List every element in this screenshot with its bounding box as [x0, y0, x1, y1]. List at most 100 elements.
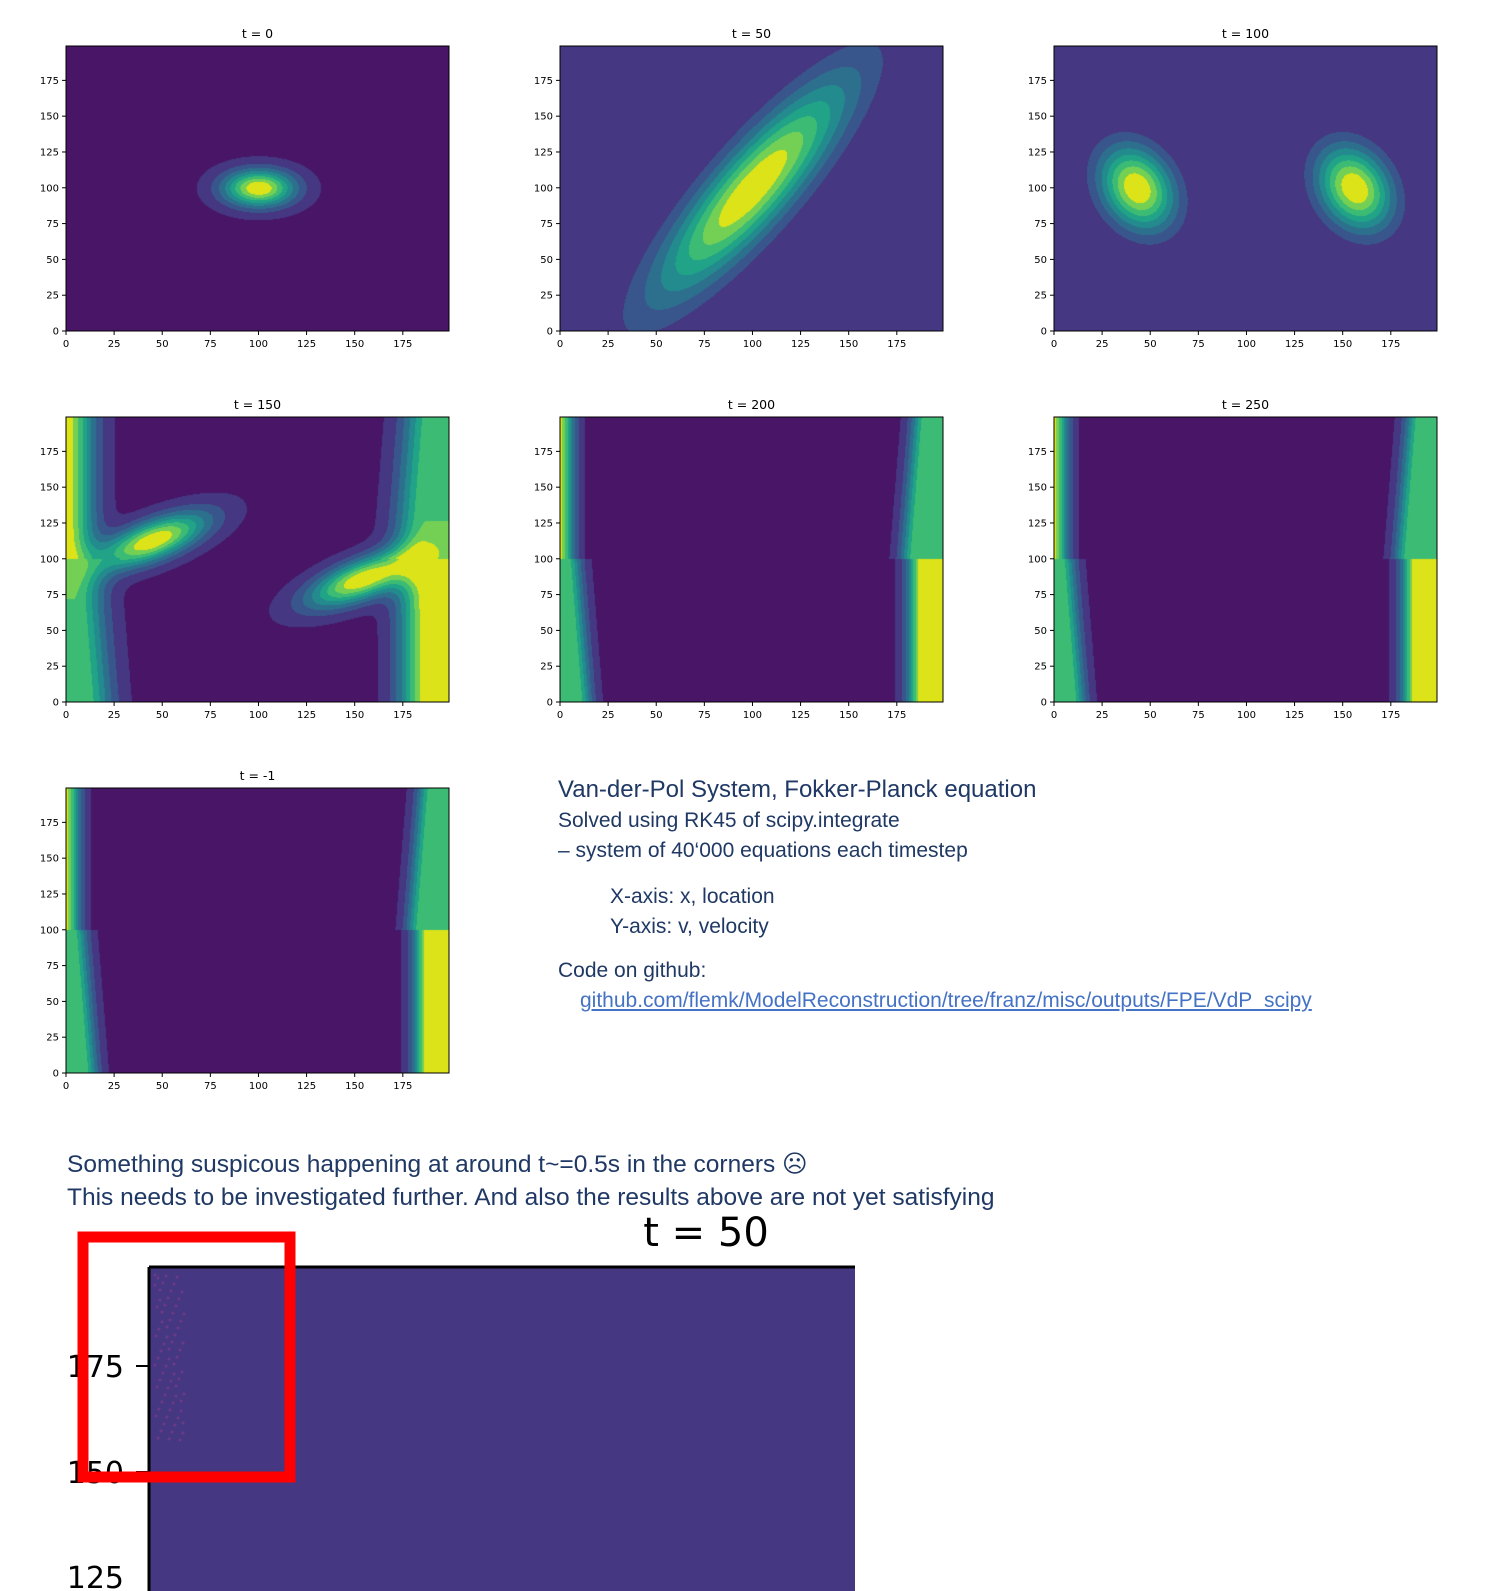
artifact-dot [156, 1436, 160, 1440]
y-tick-label: 0 [53, 327, 59, 338]
artifact-dot [175, 1355, 179, 1359]
artifact-dot [159, 1429, 163, 1433]
plot-title: t = 150 [234, 397, 281, 412]
x-tick-label: 150 [839, 339, 858, 350]
artifact-dot [157, 1327, 161, 1331]
x-tick-label: 175 [887, 710, 906, 721]
plot-title: t = 250 [1222, 397, 1269, 412]
artifact-dot [174, 1384, 178, 1388]
y-tick-label: 75 [540, 219, 553, 230]
heatmap-image [560, 46, 943, 331]
heatmap-image [1054, 46, 1437, 331]
x-tick-label: 75 [698, 339, 711, 350]
y-tick-label: 25 [46, 291, 59, 302]
artifact-dot [160, 1400, 164, 1404]
plot-t50: t = 50 0 25 50 75 100 125 150 175 0 25 50 75 100 125 15… [516, 18, 956, 358]
artifact-dot [165, 1325, 169, 1329]
y-tick-label: 0 [547, 327, 553, 338]
y-tick-label: 25 [1034, 291, 1047, 302]
y-tick-label: 150 [1028, 112, 1047, 123]
y-tick-label: 25 [1034, 662, 1047, 673]
artifact-dot [153, 1363, 157, 1367]
artifact-dot [158, 1298, 162, 1302]
x-tick-label: 100 [249, 339, 268, 350]
artifact-dot [173, 1423, 177, 1427]
artifact-dot [166, 1296, 170, 1300]
y-tick-label: 125 [40, 889, 59, 900]
heatmap-chart-t200: t = 200 0 25 50 75 100 125 150 175 0 25 50 75 100 125 1… [534, 397, 944, 721]
notes-equations-line: – system of 40‘000 equations each timest… [558, 839, 968, 862]
artifact-dot [179, 1409, 183, 1413]
x-tick-label: 50 [1144, 339, 1157, 350]
heatmap-image [1054, 417, 1437, 702]
x-tick-label: 100 [743, 710, 762, 721]
heatmap-chart-t100: t = 100 0 25 50 75 100 125 150 175 0 25 50 75 100 125 1… [1028, 26, 1438, 350]
artifact-dot [157, 1407, 161, 1411]
x-tick-label: 175 [393, 339, 412, 350]
y-tick-label: 25 [540, 291, 553, 302]
y-tick-label: 100 [534, 183, 553, 194]
artifact-dot [169, 1379, 173, 1383]
artifact-dot [162, 1342, 166, 1346]
x-tick-label: 75 [204, 710, 217, 721]
artifact-dot [170, 1340, 174, 1344]
artifact-dot [161, 1281, 165, 1285]
x-tick-label: 25 [1096, 710, 1109, 721]
y-tick-label: 75 [46, 219, 59, 230]
artifact-dot [163, 1303, 167, 1307]
artifact-dot [176, 1326, 180, 1330]
artifact-dot [158, 1288, 162, 1292]
y-tick-label: 175 [534, 76, 553, 87]
artifact-dot [163, 1393, 167, 1397]
artifact-dot [160, 1310, 164, 1314]
x-tick-label: 25 [602, 339, 615, 350]
highlight-box [77, 1231, 296, 1483]
artifact-dot [181, 1421, 185, 1425]
x-tick-label: 100 [249, 1081, 268, 1092]
artifact-dot [171, 1401, 175, 1405]
notes-axes: X-axis: x, location Y-axis: v, velocity [610, 882, 1488, 942]
x-tick-label: 175 [887, 339, 906, 350]
x-tick-label: 175 [1381, 710, 1400, 721]
artifact-dot [171, 1311, 175, 1315]
artifact-dot [181, 1431, 185, 1435]
y-tick-label: 150 [40, 854, 59, 865]
y-tick-label: 150 [40, 112, 59, 123]
artifact-dot [167, 1437, 171, 1441]
x-tick-label: 50 [1144, 710, 1157, 721]
github-link[interactable]: github.com/flemk/ModelReconstruction/tre… [580, 989, 1312, 1012]
y-tick-label: 75 [540, 590, 553, 601]
x-tick-label: 25 [1096, 339, 1109, 350]
y-tick-label: 175 [40, 447, 59, 458]
plot-t250: t = 250 0 25 50 75 100 125 150 175 0 25 50 75 100 125 1… [1010, 389, 1450, 729]
x-tick-label: 100 [743, 339, 762, 350]
y-tick-label: 100 [40, 925, 59, 936]
artifact-dot [168, 1408, 172, 1412]
heatmap-image [66, 417, 449, 702]
x-tick-label: 75 [204, 339, 217, 350]
artifact-dot [172, 1372, 176, 1376]
remarks-line-2: This needs to be investigated further. A… [67, 1184, 995, 1211]
y-tick-label: 150 [40, 483, 59, 494]
x-tick-label: 100 [1237, 339, 1256, 350]
y-tick-label: 25 [540, 662, 553, 673]
artifact-dot [155, 1385, 159, 1389]
heatmap-chart-t-minus1: t = -1 0 25 50 75 100 125 150 175 0 25 50 75 100 125 15… [40, 768, 450, 1092]
artifact-dot [182, 1312, 186, 1316]
y-tick-label: 100 [534, 554, 553, 565]
y-tick-label: 150 [1028, 483, 1047, 494]
artifact-dot [156, 1356, 160, 1360]
plot-title: t = 0 [242, 26, 273, 41]
x-tick-label: 175 [393, 1081, 412, 1092]
plot-t0: t = 0 0 25 50 75 100 125 150 175 0 25 50 75 100 125 150… [22, 18, 462, 358]
x-tick-label: 150 [839, 710, 858, 721]
y-tick-label: 50 [1034, 255, 1047, 266]
zoom-crop: t = 50 175 150 125 [0, 1210, 880, 1591]
heatmap-chart-t150: t = 150 0 25 50 75 100 125 150 175 0 25 50 75 100 125 1… [40, 397, 450, 721]
x-tick-label: 100 [249, 710, 268, 721]
x-tick-label: 25 [108, 1081, 121, 1092]
artifact-dot [168, 1318, 172, 1322]
artifact-dot [179, 1399, 183, 1403]
y-tick-label: 125 [40, 518, 59, 529]
artifact-dot [153, 1283, 157, 1287]
